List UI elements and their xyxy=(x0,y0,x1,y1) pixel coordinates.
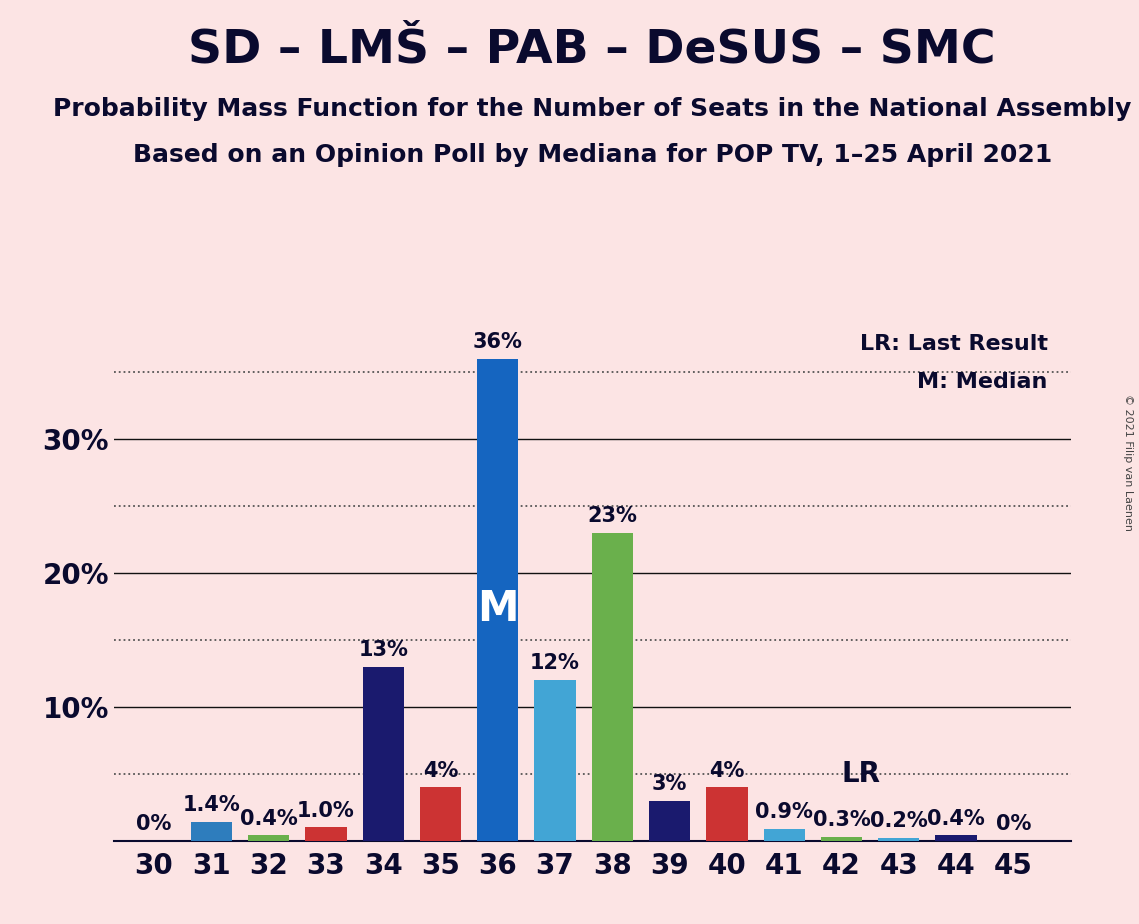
Text: 0.4%: 0.4% xyxy=(239,808,297,829)
Text: 3%: 3% xyxy=(652,774,687,794)
Text: 0%: 0% xyxy=(137,814,172,834)
Text: 0%: 0% xyxy=(995,814,1031,834)
Bar xyxy=(477,359,518,841)
Text: LR: Last Result: LR: Last Result xyxy=(860,334,1048,355)
Bar xyxy=(706,787,747,841)
Text: LR: LR xyxy=(842,760,880,788)
Text: Based on an Opinion Poll by Mediana for POP TV, 1–25 April 2021: Based on an Opinion Poll by Mediana for … xyxy=(132,143,1052,167)
Bar xyxy=(190,822,232,841)
Bar xyxy=(763,829,805,841)
Text: 12%: 12% xyxy=(530,653,580,674)
Text: 0.4%: 0.4% xyxy=(927,808,985,829)
Bar xyxy=(362,667,404,841)
Text: 0.9%: 0.9% xyxy=(755,802,813,822)
Bar xyxy=(878,838,919,841)
Text: M: M xyxy=(477,589,518,630)
Bar xyxy=(420,787,461,841)
Text: 0.3%: 0.3% xyxy=(812,810,870,830)
Text: M: Median: M: Median xyxy=(917,371,1048,392)
Text: 0.2%: 0.2% xyxy=(870,811,927,832)
Bar xyxy=(821,837,862,841)
Text: 4%: 4% xyxy=(423,760,458,781)
Text: 36%: 36% xyxy=(473,332,523,352)
Bar xyxy=(935,835,977,841)
Bar xyxy=(305,828,346,841)
Text: 23%: 23% xyxy=(588,506,637,526)
Bar xyxy=(649,800,690,841)
Bar xyxy=(591,532,633,841)
Text: 1.0%: 1.0% xyxy=(297,801,354,821)
Text: Probability Mass Function for the Number of Seats in the National Assembly: Probability Mass Function for the Number… xyxy=(54,97,1131,121)
Text: 13%: 13% xyxy=(359,640,408,660)
Bar xyxy=(534,680,575,841)
Bar xyxy=(248,835,289,841)
Text: 1.4%: 1.4% xyxy=(182,796,240,815)
Text: 4%: 4% xyxy=(710,760,745,781)
Text: © 2021 Filip van Laenen: © 2021 Filip van Laenen xyxy=(1123,394,1133,530)
Text: SD – LMŠ – PAB – DeSUS – SMC: SD – LMŠ – PAB – DeSUS – SMC xyxy=(188,28,997,73)
